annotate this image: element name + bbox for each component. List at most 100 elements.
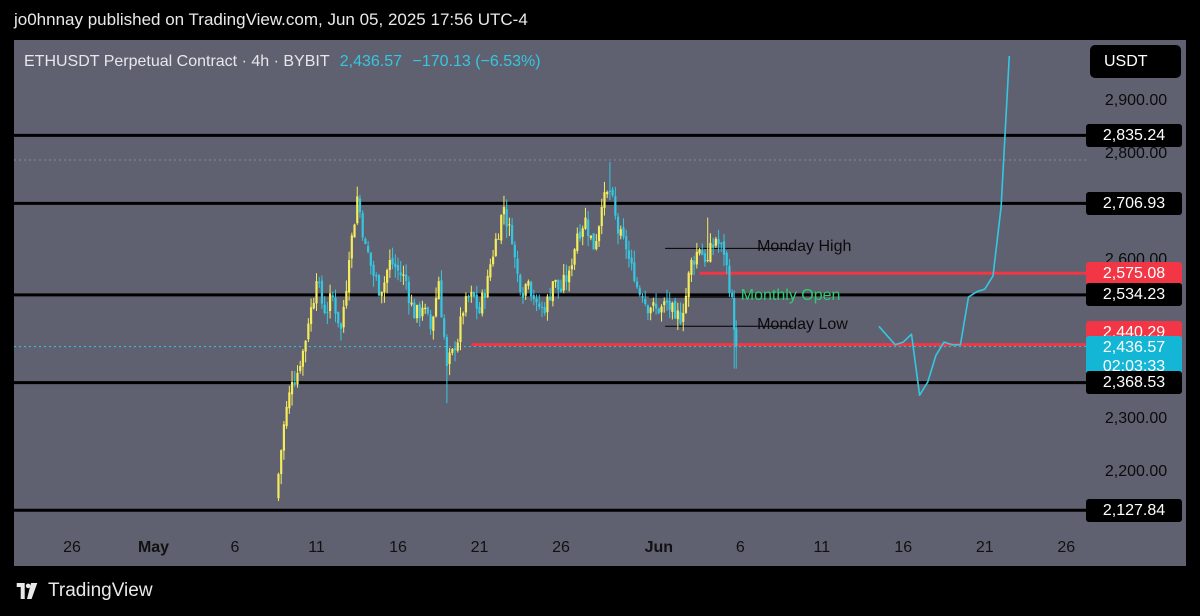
candle-down	[326, 311, 329, 313]
candle-up	[568, 270, 571, 283]
candle-down	[361, 213, 364, 238]
candle-down	[565, 275, 568, 282]
candle-down	[372, 264, 375, 276]
candle-down	[521, 292, 525, 298]
candle-down	[578, 231, 582, 239]
candle-up	[434, 298, 438, 317]
candle-up	[437, 281, 440, 300]
candle-up	[606, 192, 609, 195]
candle-up	[388, 260, 391, 271]
candle-down	[320, 280, 324, 304]
candle-down	[429, 314, 432, 329]
candle-down	[339, 323, 343, 329]
candle-down	[377, 274, 381, 296]
candle-up	[486, 275, 489, 298]
candle-down	[616, 216, 620, 234]
candle-down	[413, 302, 416, 319]
candle-down	[665, 300, 669, 303]
x-tick-label: 16	[389, 539, 407, 556]
candle-down	[391, 258, 394, 265]
candle-up	[345, 290, 348, 306]
candle-down	[472, 292, 476, 297]
candle-up	[671, 302, 674, 312]
annotation-label: Monday High	[757, 238, 852, 256]
candle-up	[682, 313, 685, 322]
candle-down	[467, 295, 470, 298]
candle-up	[356, 196, 359, 224]
price-tag-value: 2,368.53	[1102, 374, 1166, 392]
annotation-label: Monday Low	[757, 316, 848, 334]
x-tick-label: 6	[735, 539, 745, 556]
candle-up	[524, 284, 527, 296]
candle-up	[342, 306, 345, 328]
candle-up	[328, 293, 332, 312]
x-tick-label: 6	[230, 539, 240, 556]
candle-up	[282, 424, 285, 451]
candle-down	[693, 260, 696, 265]
candle-up	[527, 281, 530, 286]
candle-down	[712, 244, 715, 248]
publish-header: jo0hnnay published on TradingView.com, J…	[14, 10, 528, 29]
chart-area[interactable]	[14, 40, 1086, 532]
price-tag-value: 2,436.57	[1102, 338, 1166, 356]
candle-up	[309, 307, 313, 325]
price-tag-value: 2,534.23	[1102, 286, 1166, 304]
candle-down	[625, 236, 628, 250]
y-tick-label: 2,300.00	[1104, 410, 1168, 427]
y-tick-label: 2,800.00	[1104, 145, 1168, 162]
candle-down	[513, 244, 516, 258]
candle-down	[622, 227, 625, 238]
candle-down	[375, 275, 378, 277]
candle-down	[358, 198, 362, 213]
symbol-title: ETHUSDT Perpetual Contract · 4h · BYBIT	[24, 53, 330, 70]
candle-down	[559, 288, 563, 292]
candle-up	[684, 295, 688, 313]
candle-down	[530, 281, 533, 297]
x-tick-label: 11	[813, 539, 831, 556]
candle-down	[728, 265, 731, 294]
candle-down	[717, 239, 720, 244]
candle-up	[464, 296, 468, 313]
candle-up	[676, 310, 679, 320]
candle-up	[619, 229, 622, 236]
candle-down	[735, 328, 738, 347]
candle-down	[394, 263, 397, 268]
candle-up	[709, 242, 712, 262]
candle-down	[440, 280, 443, 318]
candle-up	[573, 249, 576, 265]
candle-up	[600, 207, 603, 227]
candle-down	[646, 305, 650, 314]
candle-down	[478, 306, 481, 313]
candle-up	[546, 296, 549, 313]
y-tick-label: 2,900.00	[1104, 92, 1168, 109]
candle-up	[581, 228, 584, 237]
currency-selector[interactable]: USDT	[1090, 45, 1181, 78]
candle-up	[380, 291, 383, 297]
candle-up	[494, 238, 497, 256]
time-axis[interactable]	[14, 532, 1186, 566]
candle-down	[505, 209, 508, 227]
candle-up	[562, 274, 565, 291]
candle-down	[364, 238, 367, 245]
candle-up	[451, 348, 454, 353]
footer-brand: TradingView	[48, 580, 153, 601]
x-tick-label: 26	[63, 539, 81, 556]
candle-down	[614, 196, 617, 216]
price-tag: 2,835.24	[1086, 123, 1182, 147]
candle-up	[470, 291, 473, 297]
candle-up	[424, 307, 427, 310]
price-tag-value: 2,835.24	[1102, 126, 1166, 144]
candle-up	[277, 473, 280, 499]
candle-down	[426, 307, 429, 314]
candle-down	[475, 294, 478, 309]
candle-down	[367, 245, 370, 253]
x-tick-label: 16	[894, 539, 913, 556]
candle-down	[399, 272, 402, 276]
tradingview-logo-icon	[16, 583, 38, 599]
x-tick-label: 21	[975, 539, 994, 556]
candle-down	[557, 279, 560, 290]
candle-up	[415, 305, 419, 319]
candle-up	[714, 238, 717, 246]
candle-down	[701, 250, 704, 256]
